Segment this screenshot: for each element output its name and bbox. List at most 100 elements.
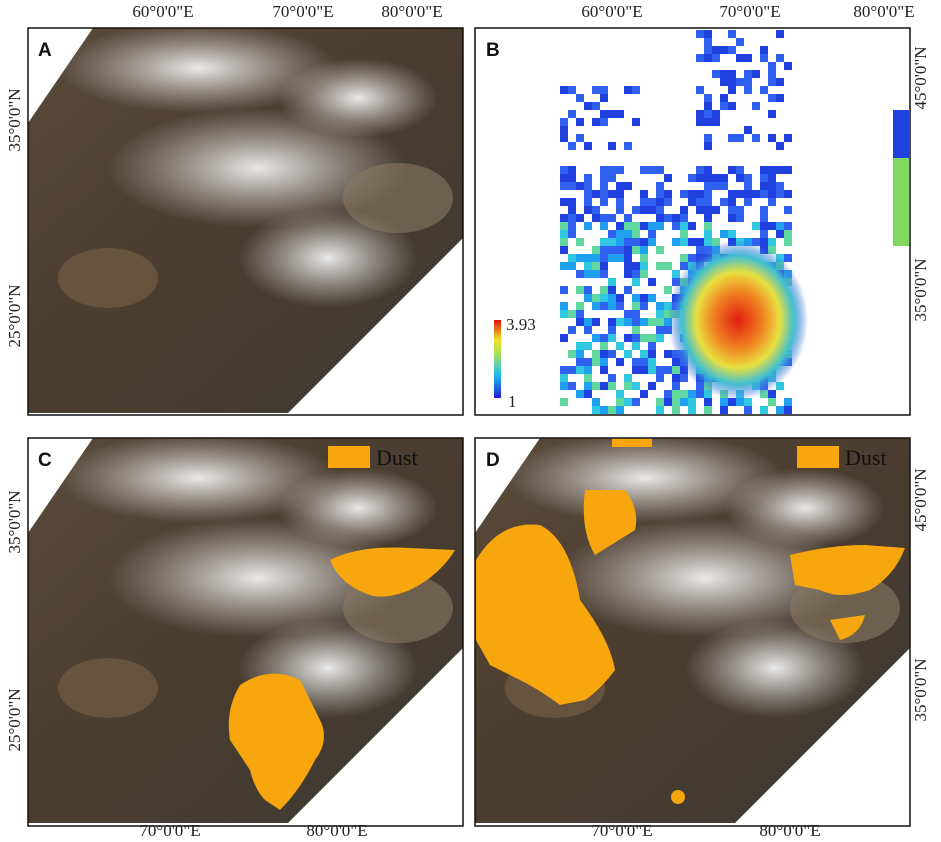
pixel [624, 222, 632, 230]
pixel [680, 214, 688, 222]
pixel [632, 246, 640, 254]
pixel [624, 182, 632, 190]
pixel [776, 406, 784, 414]
pixel [568, 86, 576, 94]
pixel [664, 390, 672, 398]
pixel [632, 358, 640, 366]
pixel [576, 286, 584, 294]
pixel [576, 310, 584, 318]
pixel [576, 214, 584, 222]
pixel [568, 198, 576, 206]
pixel [560, 366, 568, 374]
pixel [728, 86, 736, 94]
pixel [640, 350, 648, 358]
pixel [768, 166, 776, 174]
pixel [624, 398, 632, 406]
panel-c: C Dust 35°0'0"N 25°0'0"N 70°0'0"E 80°0'0… [5, 433, 464, 840]
pixel [704, 174, 712, 182]
pixel [640, 294, 648, 302]
pixel [568, 222, 576, 230]
dust-area [830, 615, 865, 640]
pixel [560, 238, 568, 246]
pixel [728, 134, 736, 142]
pixel [584, 222, 592, 230]
pixel [608, 326, 616, 334]
pixel [664, 262, 672, 270]
pixel [624, 142, 632, 150]
pixel [600, 174, 608, 182]
top-tick: 80°0'0"E [853, 2, 914, 21]
right-tick: 35°0'0"N [911, 258, 930, 321]
pixel [760, 230, 768, 238]
pixel [768, 238, 776, 246]
pixel [616, 206, 624, 214]
pixel [704, 406, 712, 414]
pixel [656, 398, 664, 406]
pixel [744, 190, 752, 198]
pixel [560, 230, 568, 238]
pixel [616, 358, 624, 366]
panel-a: A 60°0'0"E 70°0'0"E 80°0'0"E 35°0'0"N 25… [5, 2, 464, 416]
pixel [704, 398, 712, 406]
pixel [696, 238, 704, 246]
pixel [584, 342, 592, 350]
pixel [624, 246, 632, 254]
satellite-image [28, 23, 463, 413]
pixel [893, 118, 909, 126]
pixel [664, 398, 672, 406]
pixel [568, 254, 576, 262]
colorbar-min: 1 [508, 392, 517, 411]
pixel [592, 334, 600, 342]
panel-b: B 60°0'0"E 70°0'0"E 80°0'0"E 45°0'0"N 35… [474, 2, 930, 416]
pixel [592, 190, 600, 198]
pixel [752, 238, 760, 246]
pixel [696, 118, 704, 126]
pixel [632, 342, 640, 350]
pixel [688, 222, 696, 230]
pixel [704, 46, 712, 54]
pixel [893, 150, 909, 158]
pixel [632, 318, 640, 326]
pixel [744, 78, 752, 86]
pixel [592, 398, 600, 406]
pixel [616, 342, 624, 350]
pixel [568, 142, 576, 150]
pixel [584, 142, 592, 150]
pixel [784, 206, 792, 214]
pixel [568, 214, 576, 222]
pixel [640, 358, 648, 366]
pixel [608, 286, 616, 294]
pixel [672, 222, 680, 230]
pixel [648, 366, 656, 374]
pixel [592, 206, 600, 214]
dust-area [228, 673, 324, 810]
pixel [893, 190, 909, 198]
pixel [616, 406, 624, 414]
pixel [608, 230, 616, 238]
pixel [704, 30, 712, 38]
pixel [656, 310, 664, 318]
pixel [560, 398, 568, 406]
pixel [648, 222, 656, 230]
pixel [648, 334, 656, 342]
pixel [584, 102, 592, 110]
pixel [624, 318, 632, 326]
pixel [672, 374, 680, 382]
pixel [768, 70, 776, 78]
pixel [584, 270, 592, 278]
pixel [893, 166, 909, 174]
pixel [576, 254, 584, 262]
pixel [592, 318, 600, 326]
pixel [760, 166, 768, 174]
bottom-tick: 80°0'0"E [759, 821, 820, 840]
pixel [776, 166, 784, 174]
top-tick: 80°0'0"E [381, 2, 442, 21]
pixel [784, 238, 792, 246]
pixel [760, 46, 768, 54]
pixel [584, 390, 592, 398]
pixel [600, 358, 608, 366]
pixel [624, 350, 632, 358]
pixel [752, 190, 760, 198]
pixel [728, 214, 736, 222]
pixel [736, 38, 744, 46]
